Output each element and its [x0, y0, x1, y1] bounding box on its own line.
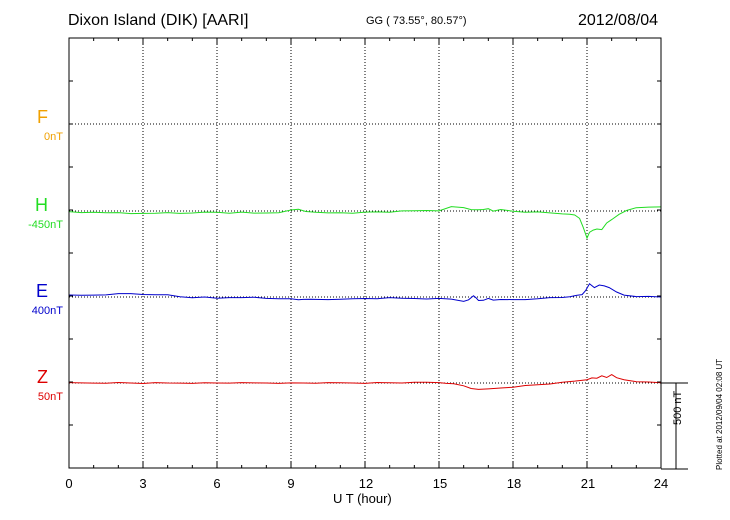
x-tick-label: 24 [653, 476, 669, 491]
component-label-e: E [35, 281, 48, 301]
x-tick-label: 18 [506, 476, 522, 491]
plot-border [68, 37, 662, 469]
series-line-z [68, 374, 662, 390]
series-line-e [68, 282, 662, 302]
x-tick-label: 12 [358, 476, 374, 491]
component-baseline-e: 400nT [31, 305, 63, 317]
component-label-z: Z [37, 367, 48, 387]
station-coordinates: GG ( 73.55°, 80.57°) [366, 15, 467, 27]
component-baseline-z: 50nT [37, 391, 63, 403]
station-title: Dixon Island (DIK) [AARI] [68, 12, 249, 29]
x-axis-label: U T (hour) [333, 491, 392, 506]
component-baseline-f: 0nT [44, 131, 63, 143]
x-tick-label: 6 [213, 476, 221, 491]
series-line-h [68, 206, 662, 240]
x-tick-label: 3 [139, 476, 147, 491]
x-tick-label: 0 [65, 476, 73, 491]
component-label-f: F [37, 107, 48, 127]
plotted-timestamp: Plotted at 2012/09/04 02:08 UT [715, 358, 724, 470]
x-tick-label: 21 [580, 476, 596, 491]
plot-date: 2012/08/04 [578, 12, 659, 29]
scale-bar-label: 500 nT [672, 390, 684, 425]
grid [69, 38, 661, 468]
x-tick-label: 9 [287, 476, 295, 491]
x-tick-label: 15 [432, 476, 448, 491]
plot-frame [68, 37, 688, 470]
component-baseline-h: -450nT [28, 219, 63, 231]
series-layer [68, 206, 662, 390]
component-label-h: H [35, 195, 48, 215]
